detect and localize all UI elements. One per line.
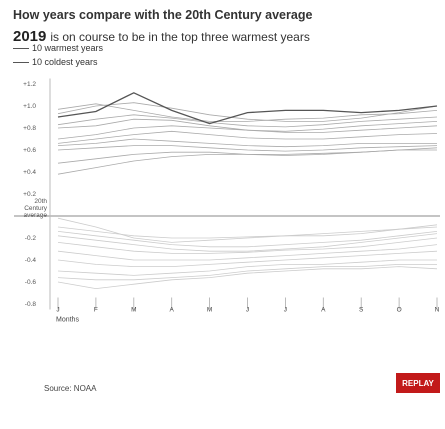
x-tick-label: F	[94, 307, 98, 314]
x-tick-label: A	[321, 307, 326, 314]
y-tick-label: -0.4	[25, 257, 37, 264]
series-line-cold-17	[57, 250, 438, 267]
series-line-cold-12	[57, 224, 438, 239]
legend-line-icon	[13, 47, 29, 49]
legend-warm-label: 10 warmest years	[32, 43, 104, 53]
y-tick-label: -0.8	[25, 301, 37, 308]
y-tick-label: +0.4	[23, 169, 36, 176]
series-line-warm-5	[57, 130, 438, 144]
x-axis-label: Months	[56, 317, 79, 324]
series-line-cold-15	[57, 237, 438, 254]
series-line-warm-1	[57, 103, 438, 122]
series-line-cold-11	[57, 217, 438, 243]
y-tick-label: -0.2	[25, 235, 37, 242]
series-line-warm-9	[57, 149, 437, 175]
legend-warm: 10 warmest years	[13, 43, 103, 53]
y-tick-label: +1.0	[23, 103, 36, 110]
replay-button[interactable]: REPLAY	[396, 373, 440, 393]
x-tick-label: S	[359, 307, 364, 314]
legend-cold-label: 10 coldest years	[32, 57, 98, 67]
chart-title: How years compare with the 20th Century …	[13, 8, 313, 22]
series-line-cold-16	[57, 244, 438, 261]
series-line-warm-0	[57, 102, 438, 122]
x-tick-label: J	[246, 307, 249, 314]
y-tick-label: +1.2	[23, 81, 36, 88]
series-line-warm-6	[57, 138, 437, 148]
y-tick-label: +0.8	[23, 125, 36, 132]
x-tick-label: J	[56, 307, 59, 314]
x-tick-label: J	[284, 307, 287, 314]
series-line-warm-7	[57, 145, 438, 152]
series-line-warm-2	[57, 114, 438, 128]
series-line-cold-18	[57, 259, 437, 276]
x-tick-label: O	[397, 307, 402, 314]
subtitle-text: is on course to be in the top three warm…	[50, 30, 310, 44]
chart-subtitle: 2019 is on course to be in the top three …	[13, 28, 310, 45]
series-line-cold-20	[57, 266, 438, 290]
series-line-cold-19	[57, 264, 437, 281]
series-line-warm-4	[57, 125, 438, 140]
legend-line-icon	[13, 61, 29, 63]
x-tick-label: M	[131, 307, 136, 314]
series-group	[57, 92, 438, 290]
y-tick-label: -0.6	[25, 279, 37, 286]
series-line-cold-14	[57, 233, 438, 252]
y-tick-label: +0.2	[23, 191, 36, 198]
x-tick-label: A	[170, 307, 175, 314]
series-line-cold-13	[57, 231, 438, 248]
y-tick-label: +0.6	[23, 147, 36, 154]
subtitle-year: 2019	[13, 28, 47, 45]
legend-cold: 10 coldest years	[13, 57, 98, 67]
x-tick-label: M	[207, 307, 212, 314]
x-tick-label: N	[435, 307, 440, 314]
source-note: Source: NOAA	[44, 384, 97, 393]
series-line-highlight-10	[57, 92, 438, 125]
